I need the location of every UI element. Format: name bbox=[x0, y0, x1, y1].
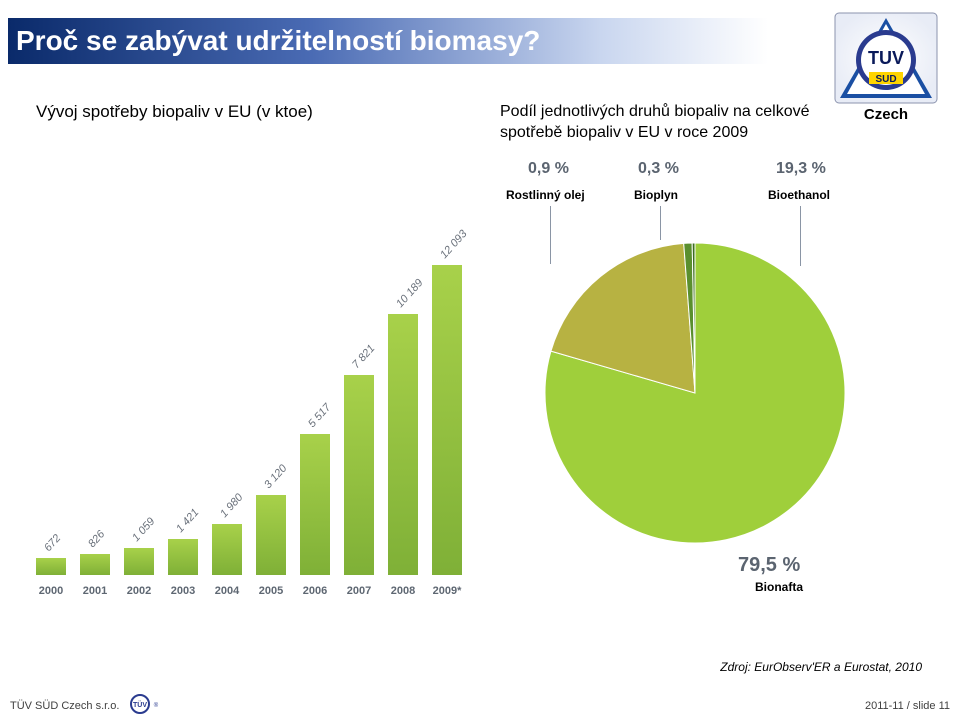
svg-text:SUD: SUD bbox=[875, 74, 896, 85]
bar-x-axis: 2000 2001 2002 2003 2004 2005 2006 2007 2008 2009… bbox=[36, 575, 476, 599]
bar: 7 821 bbox=[344, 375, 374, 575]
title-band: Proč se zabývat udržitelností biomasy? bbox=[8, 18, 768, 64]
footer: TÜV SÜD Czech s.r.o. TÜV ® 2011-11 / sli… bbox=[10, 692, 950, 712]
x-tick: 2003 bbox=[168, 585, 198, 597]
x-tick: 2006 bbox=[300, 585, 330, 597]
bar-value-label: 10 189 bbox=[394, 277, 425, 310]
slide: { "title": "Proč se zabývat udržitelnost… bbox=[0, 0, 960, 718]
legend-veg-oil: Rostlinný olej bbox=[506, 188, 585, 202]
leader-biogas bbox=[660, 206, 661, 240]
pct-biogas: 0,3 % bbox=[638, 160, 679, 178]
bar: 5 517 bbox=[300, 434, 330, 575]
bar-chart: 672 826 1 059 1 421 1 980 3 120 5 517 7 821 10 1… bbox=[36, 225, 476, 599]
legend-biogas: Bioplyn bbox=[634, 188, 678, 202]
pie-svg bbox=[540, 238, 850, 548]
svg-text:®: ® bbox=[154, 702, 159, 709]
bar: 3 120 bbox=[256, 495, 286, 575]
bar: 12 093 bbox=[432, 265, 462, 575]
x-tick: 2005 bbox=[256, 585, 286, 597]
bar-value-label: 1 421 bbox=[174, 507, 201, 535]
bar-value-label: 12 093 bbox=[438, 228, 469, 261]
footer-right: 2011-11 / slide 11 bbox=[865, 700, 950, 712]
subtitle-right: Podíl jednotlivých druhů biopaliv na cel… bbox=[500, 102, 860, 144]
pct-veg-oil: 0,9 % bbox=[528, 160, 569, 178]
x-tick: 2007 bbox=[344, 585, 374, 597]
page-title: Proč se zabývat udržitelností biomasy? bbox=[16, 25, 540, 57]
bar: 1 980 bbox=[212, 524, 242, 575]
bar-value-label: 672 bbox=[42, 532, 63, 554]
logo-text: TUV bbox=[868, 48, 904, 68]
bar: 1 059 bbox=[124, 548, 154, 575]
source-text: Zdroj: EurObserv'ER a Eurostat, 2010 bbox=[720, 660, 922, 674]
pie-chart-group: 0,9 % 0,3 % 19,3 % Rostlinný olej Bioply… bbox=[500, 160, 900, 600]
x-tick: 2004 bbox=[212, 585, 242, 597]
footer-left: TÜV SÜD Czech s.r.o. bbox=[10, 700, 119, 712]
pct-bioethanol: 19,3 % bbox=[776, 160, 826, 178]
pct-biodiesel: 79,5 % bbox=[738, 554, 800, 577]
subtitle-left: Vývoj spotřeby biopaliv v EU (v ktoe) bbox=[36, 102, 313, 122]
x-tick: 2002 bbox=[124, 585, 154, 597]
x-tick: 2000 bbox=[36, 585, 66, 597]
logo-subtext: Czech bbox=[864, 106, 908, 123]
tuv-mini-icon: TÜV ® bbox=[130, 694, 162, 714]
bar-value-label: 3 120 bbox=[262, 463, 289, 491]
bar-plot-area: 672 826 1 059 1 421 1 980 3 120 5 517 7 821 10 1… bbox=[36, 225, 476, 575]
tuv-logo-icon: TUV SUD bbox=[834, 12, 938, 104]
x-tick: 2001 bbox=[80, 585, 110, 597]
bar-value-label: 1 059 bbox=[130, 516, 157, 544]
legend-bioethanol: Bioethanol bbox=[768, 188, 830, 202]
x-tick: 2008 bbox=[388, 585, 418, 597]
bar: 672 bbox=[36, 558, 66, 575]
svg-text:TÜV: TÜV bbox=[133, 700, 147, 709]
bar-value-label: 7 821 bbox=[350, 343, 377, 371]
bar-value-label: 826 bbox=[86, 528, 107, 550]
bar-value-label: 1 980 bbox=[218, 492, 245, 520]
pie-wrap bbox=[540, 238, 850, 548]
bar: 826 bbox=[80, 554, 110, 575]
bar-value-label: 5 517 bbox=[306, 402, 333, 430]
x-tick: 2009* bbox=[432, 585, 462, 597]
footer-mini-logo: TÜV ® bbox=[130, 694, 162, 714]
bar: 10 189 bbox=[388, 314, 418, 575]
legend-biodiesel: Bionafta bbox=[755, 580, 803, 594]
bar: 1 421 bbox=[168, 539, 198, 575]
